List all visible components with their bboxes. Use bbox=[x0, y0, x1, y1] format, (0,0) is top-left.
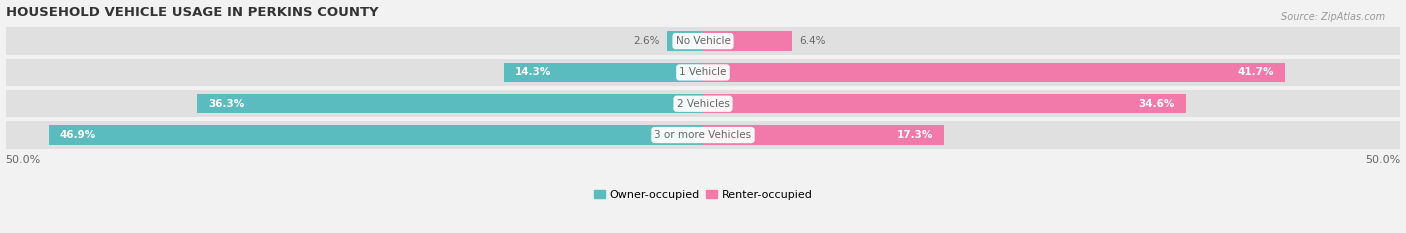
Text: Source: ZipAtlas.com: Source: ZipAtlas.com bbox=[1281, 12, 1385, 22]
Bar bbox=[6, 121, 1400, 149]
Text: 36.3%: 36.3% bbox=[208, 99, 245, 109]
Bar bbox=[703, 94, 1185, 113]
Text: 50.0%: 50.0% bbox=[1365, 155, 1400, 165]
Bar bbox=[6, 59, 1400, 86]
Text: 46.9%: 46.9% bbox=[60, 130, 96, 140]
Bar bbox=[6, 90, 1400, 117]
Text: 17.3%: 17.3% bbox=[897, 130, 934, 140]
Bar bbox=[703, 125, 945, 145]
Bar bbox=[49, 125, 703, 145]
Text: 3 or more Vehicles: 3 or more Vehicles bbox=[654, 130, 752, 140]
Text: 6.4%: 6.4% bbox=[799, 36, 825, 46]
Text: 1 Vehicle: 1 Vehicle bbox=[679, 67, 727, 77]
Text: HOUSEHOLD VEHICLE USAGE IN PERKINS COUNTY: HOUSEHOLD VEHICLE USAGE IN PERKINS COUNT… bbox=[6, 6, 378, 19]
Bar bbox=[197, 94, 703, 113]
Bar bbox=[666, 31, 703, 51]
Text: 2.6%: 2.6% bbox=[633, 36, 659, 46]
Bar bbox=[703, 31, 792, 51]
Bar bbox=[6, 27, 1400, 55]
Legend: Owner-occupied, Renter-occupied: Owner-occupied, Renter-occupied bbox=[589, 185, 817, 205]
Text: 2 Vehicles: 2 Vehicles bbox=[676, 99, 730, 109]
Text: No Vehicle: No Vehicle bbox=[675, 36, 731, 46]
Text: 34.6%: 34.6% bbox=[1137, 99, 1174, 109]
Bar bbox=[503, 63, 703, 82]
Text: 41.7%: 41.7% bbox=[1237, 67, 1274, 77]
Text: 14.3%: 14.3% bbox=[515, 67, 551, 77]
Bar bbox=[703, 63, 1285, 82]
Text: 50.0%: 50.0% bbox=[6, 155, 41, 165]
